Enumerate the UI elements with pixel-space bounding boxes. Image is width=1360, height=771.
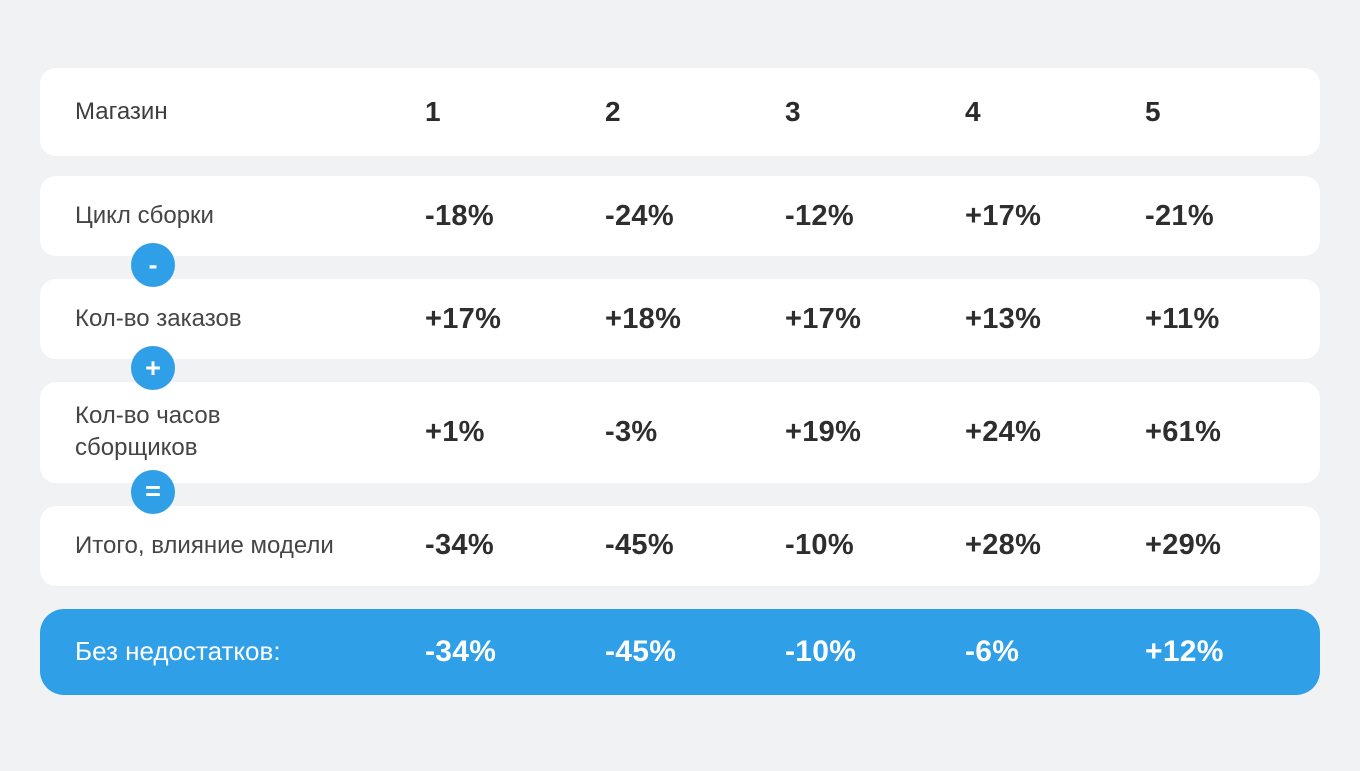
header-column-1: 1 (425, 96, 441, 127)
cell-value: -10% (785, 634, 857, 668)
cell-value: -34% (425, 634, 497, 668)
cell-value: +61% (1145, 415, 1222, 448)
cell-value: +24% (965, 415, 1042, 448)
equals-operator-badge: = (131, 469, 175, 514)
header-column-2: 2 (605, 96, 621, 127)
row-label: Кол-во часов сборщиков (75, 402, 221, 462)
row-label: Без недостатков: (75, 636, 281, 667)
table-row-order-count: Кол-во заказов +17% +18% +17% +13% +11% … (40, 279, 1320, 390)
comparison-table: Магазин 1 2 3 4 5 Цикл сборки -18% -24% … (40, 68, 1320, 695)
table-row-model-impact-total: Итого, влияние модели -34% -45% -10% +28… (40, 505, 1320, 586)
cell-value: +12% (1145, 634, 1224, 668)
cell-value: -10% (785, 529, 854, 562)
table-header-row: Магазин 1 2 3 4 5 (40, 68, 1320, 156)
cell-value: -6% (965, 634, 1020, 668)
row-label: Кол-во заказов (75, 304, 242, 332)
cell-value: +19% (785, 415, 862, 448)
cell-value: -18% (425, 199, 494, 232)
cell-value: -45% (605, 634, 677, 668)
cell-value: +17% (425, 302, 502, 335)
cell-value: +11% (1145, 302, 1220, 335)
equals-icon: = (145, 476, 161, 507)
row-label: Цикл сборки (75, 201, 214, 229)
header-column-4: 4 (965, 96, 981, 127)
cell-value: -45% (605, 529, 674, 562)
cell-value: +28% (965, 529, 1042, 562)
header-column-3: 3 (785, 96, 801, 127)
plus-operator-badge: + (131, 346, 175, 390)
cell-value: +18% (605, 302, 682, 335)
cell-value: -21% (1145, 199, 1214, 232)
cell-value: +1% (425, 415, 485, 448)
cell-value: +17% (785, 302, 862, 335)
header-column-5: 5 (1145, 96, 1161, 127)
plus-icon: + (145, 352, 161, 383)
cell-value: -34% (425, 529, 494, 562)
table-row-assembler-hours: Кол-во часов сборщиков +1% -3% +19% +24%… (40, 382, 1320, 514)
cell-value: -12% (785, 199, 854, 232)
cell-value: -24% (605, 199, 674, 232)
row-label: Итого, влияние модели (75, 531, 334, 559)
minus-operator-badge: - (131, 243, 175, 287)
cell-value: -3% (605, 415, 658, 448)
table-row-without-shortcomings-highlight: Без недостатков: -34% -45% -10% -6% +12% (40, 608, 1320, 695)
header-label: Магазин (75, 97, 168, 125)
cell-value: +17% (965, 199, 1042, 232)
cell-value: +29% (1145, 529, 1222, 562)
minus-icon: - (148, 249, 158, 280)
table-row-assembly-cycle: Цикл сборки -18% -24% -12% +17% -21% - (40, 176, 1320, 287)
cell-value: +13% (965, 302, 1042, 335)
